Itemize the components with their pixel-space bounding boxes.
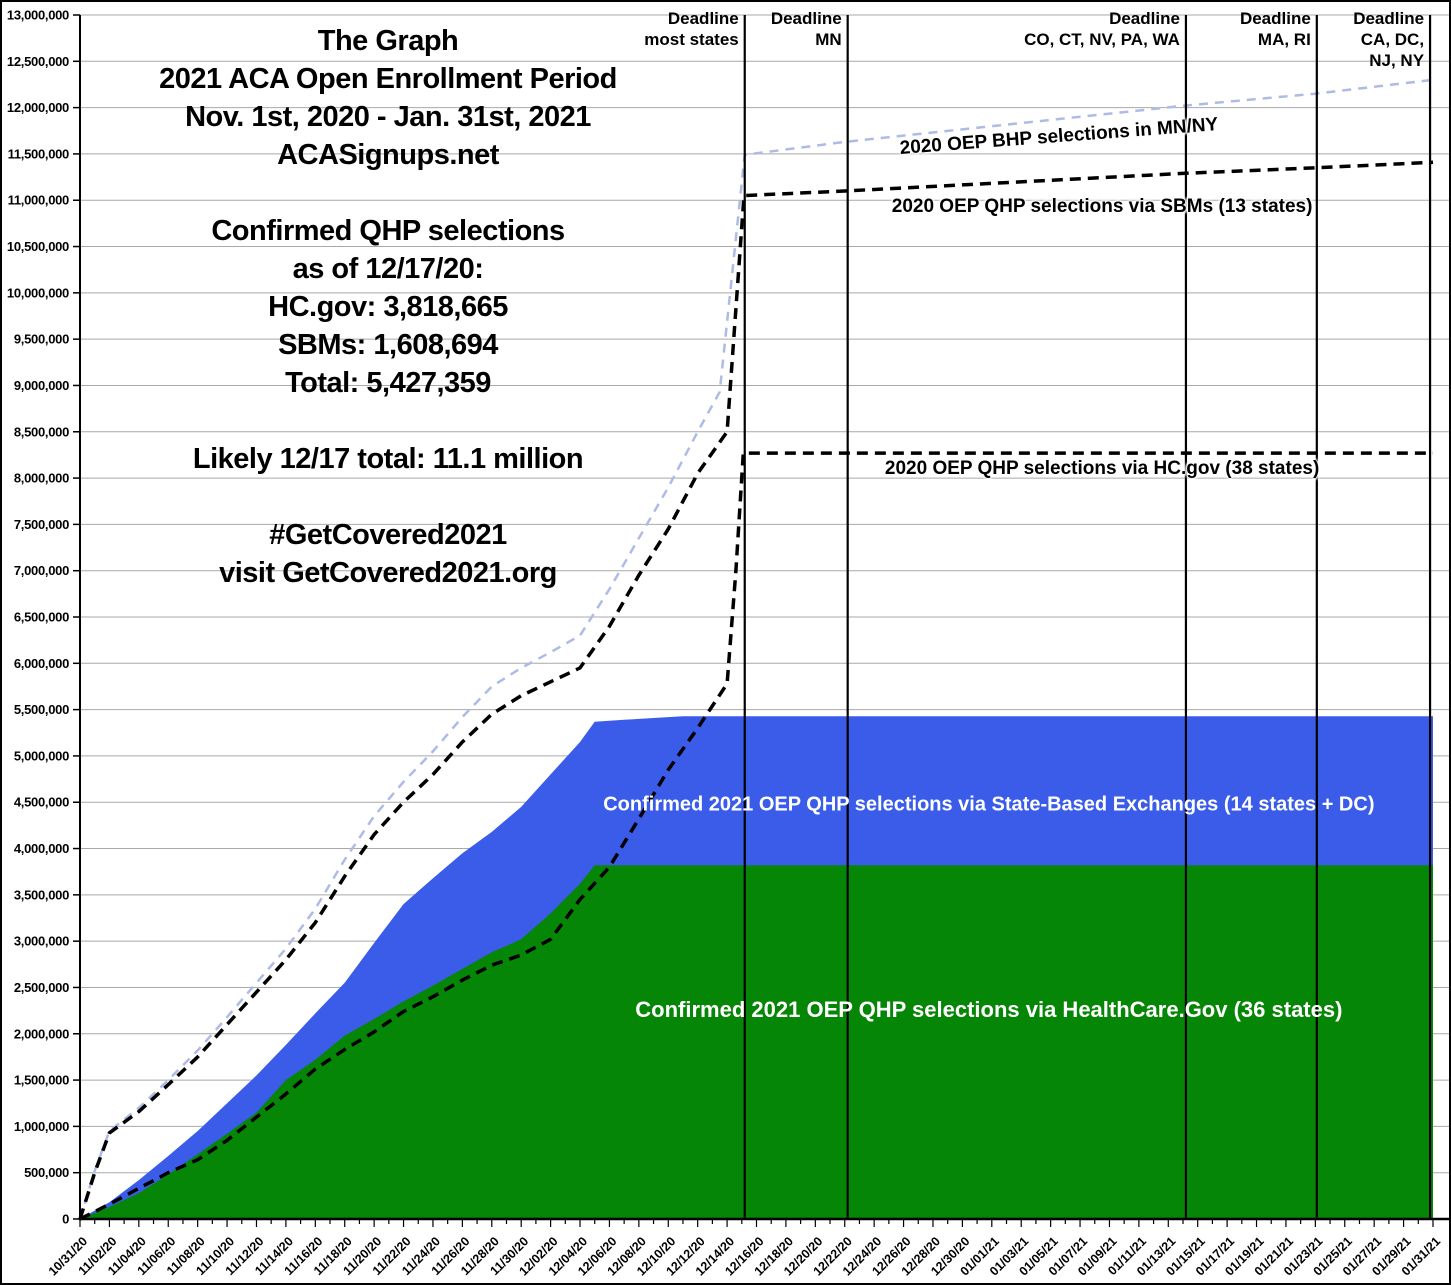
y-axis-label: 12,500,000 <box>7 54 69 69</box>
y-axis-label: 11,500,000 <box>8 146 69 161</box>
y-axis-label: 9,000,000 <box>14 378 69 393</box>
deadline-label-line: MA, RI <box>1257 30 1311 49</box>
area-confirmed-2021-hcgov <box>80 865 1433 1219</box>
hcgov-area-label: Confirmed 2021 OEP QHP selections via He… <box>635 996 1343 1022</box>
y-axis-label: 7,500,000 <box>14 517 69 532</box>
deadline-label-line: most states <box>644 30 739 49</box>
y-axis-label: 1,500,000 <box>14 1073 69 1088</box>
line-2020-oep-qhp-sbms <box>78 160 1434 1220</box>
deadline-label: Deadline CA, DC, NJ, NY <box>1114 8 1424 71</box>
y-axis-label: 5,500,000 <box>14 702 69 717</box>
y-axis-label: 6,000,000 <box>14 656 69 671</box>
y-axis-label: 9,500,000 <box>14 332 69 347</box>
sbm-area-label: Confirmed 2021 OEP QHP selections via St… <box>603 793 1375 816</box>
deadline-label: Deadline most states <box>429 8 739 50</box>
y-axis-label: 7,000,000 <box>14 563 69 578</box>
y-axis-label: 0 <box>62 1212 69 1227</box>
sbm-line-label: 2020 OEP QHP selections via SBMs (13 sta… <box>891 195 1313 217</box>
deadline-label: Deadline MN <box>532 8 842 50</box>
y-axis-label: 4,500,000 <box>14 795 69 810</box>
line-2020-oep-qhp-hcgov <box>79 451 1433 1221</box>
line-2020-oep-bhp-mn-ny <box>78 78 1434 1220</box>
deadline-label-line: Deadline <box>1353 9 1425 28</box>
hcgov-line-label: 2020 OEP QHP selections via HC.gov (38 s… <box>884 457 1320 479</box>
y-axis-label: 2,000,000 <box>14 1026 69 1041</box>
deadline-label-line: Deadline <box>1109 9 1180 28</box>
y-axis-label: 10,000,000 <box>7 285 69 300</box>
y-axis-label: 3,500,000 <box>14 887 69 902</box>
y-axis-label: 12,000,000 <box>7 100 69 115</box>
deadline-label-line: Deadline <box>1239 9 1311 28</box>
y-axis-label: 500,000 <box>24 1165 69 1180</box>
deadline-label-line: CA, DC, <box>1360 30 1425 49</box>
y-axis-label: 3,000,000 <box>14 934 69 949</box>
deadline-label: Deadline CO, CT, NV, PA, WA <box>870 8 1180 50</box>
deadline-label-line: Deadline <box>667 9 739 28</box>
deadline-label-line: MN <box>815 30 842 49</box>
deadline-label-line: CO, CT, NV, PA, WA <box>1024 30 1180 49</box>
y-axis-label: 4,000,000 <box>14 841 69 856</box>
y-axis-label: 1,000,000 <box>14 1119 69 1134</box>
y-axis-label: 2,500,000 <box>14 980 69 995</box>
deadline-label: Deadline MA, RI <box>1001 8 1311 50</box>
y-axis-label: 5,000,000 <box>14 748 69 763</box>
deadline-label-line: NJ, NY <box>1369 51 1425 70</box>
y-axis-label: 10,500,000 <box>7 239 69 254</box>
y-axis-label: 8,500,000 <box>14 424 69 439</box>
y-axis-label: 8,000,000 <box>14 471 69 486</box>
y-axis-label: 11,000,000 <box>8 193 69 208</box>
y-axis-label: 13,000,000 <box>7 8 69 23</box>
deadline-label-line: Deadline <box>770 9 842 28</box>
y-axis-label: 6,500,000 <box>14 610 69 625</box>
